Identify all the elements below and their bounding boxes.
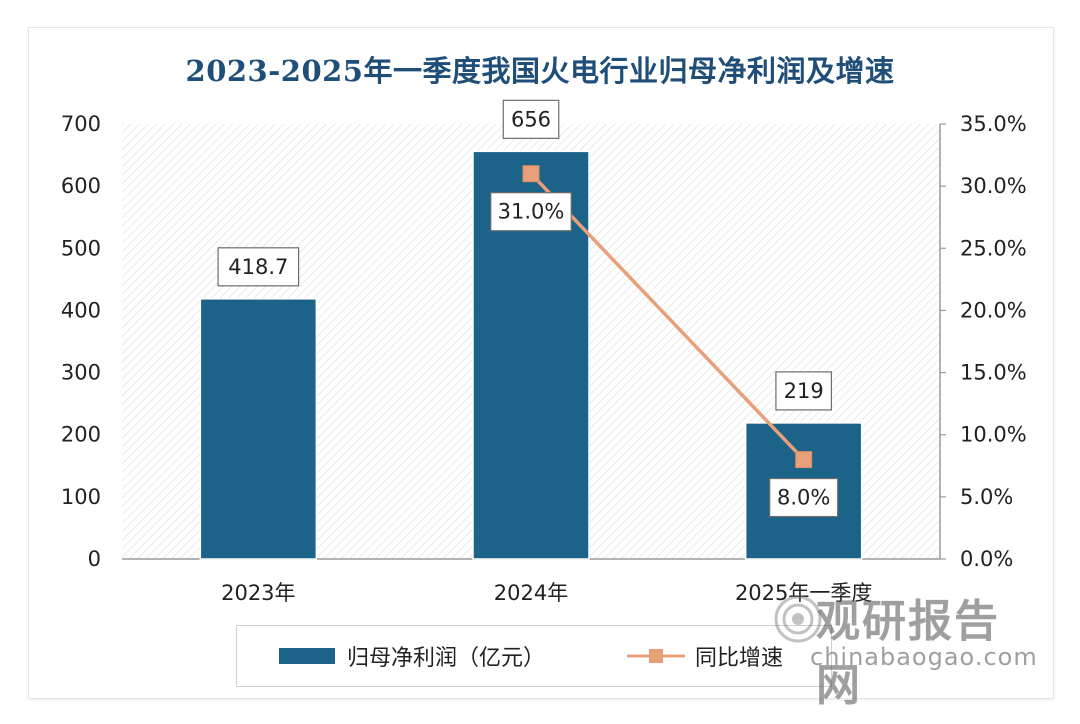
legend-item-net-profit: 归母净利润（亿元） [279,626,545,686]
y-left-tick-label: 300 [61,361,101,385]
growth-data-label-box [490,192,572,232]
growth-line [529,172,805,461]
x-category-label: 2025年一季度 [735,581,872,605]
legend: 归母净利润（亿元） 同比增速 [236,625,832,687]
growth-data-label: 8.0% [769,477,839,518]
y-right-tick-label: 0.0% [960,547,1013,571]
y-left-tick-label: 200 [61,423,101,447]
bar [199,298,318,560]
legend-label-growth: 同比增速 [695,646,784,671]
growth-marker [795,451,813,469]
bar-data-label-box [217,247,300,287]
x-category-label: 2023年 [221,581,295,605]
y-left-tick-label: 600 [61,174,101,198]
x-category-label: 2024年 [494,581,568,605]
growth-data-label-box [769,477,839,518]
bar-data-label-text: 656 [511,107,551,131]
legend-item-growth: 同比增速 [625,626,783,686]
y-right-tick-label: 30.0% [960,174,1027,198]
bar-data-label-box [775,371,833,411]
bar-data-label-text: 418.7 [228,255,288,279]
y-right-tick-label: 5.0% [960,485,1013,509]
bar-data-label-box [502,99,560,139]
bar-data-label: 418.7 [217,247,300,287]
y-left-tick-label: 400 [61,298,101,322]
y-right-tick-label: 10.0% [960,423,1027,447]
legend-swatch-bar [279,648,335,664]
growth-marker [522,165,540,183]
y-left-tick-label: 500 [61,236,101,260]
watermark: 观研报告网 chinabaogao.com [774,585,1040,711]
legend-swatch-line [627,649,685,663]
y-left-tick-label: 700 [61,112,101,136]
y-left-tick-label: 100 [61,485,101,509]
y-right-tick-label: 20.0% [960,298,1027,322]
growth-data-label: 31.0% [490,192,572,232]
bar-data-label-text: 219 [784,379,824,403]
y-right-tick-label: 15.0% [960,361,1027,385]
watermark-url: chinabaogao.com [810,643,1038,671]
watermark-title: 观研报告网 [816,596,1000,711]
y-left-tick-label: 0 [88,547,101,571]
y-right-tick-label: 35.0% [960,112,1027,136]
bar-data-label: 656 [502,99,560,139]
legend-label-net-profit: 归母净利润（亿元） [347,646,546,671]
y-right-tick-label: 25.0% [960,236,1027,260]
watermark-logo-icon [774,595,822,643]
growth-data-label-text: 31.0% [498,200,565,224]
bar-data-label: 219 [775,371,833,411]
growth-data-label-text: 8.0% [777,486,830,510]
chart-title: 2023-2025年一季度我国火电行业归母净利润及增速 [185,54,895,88]
